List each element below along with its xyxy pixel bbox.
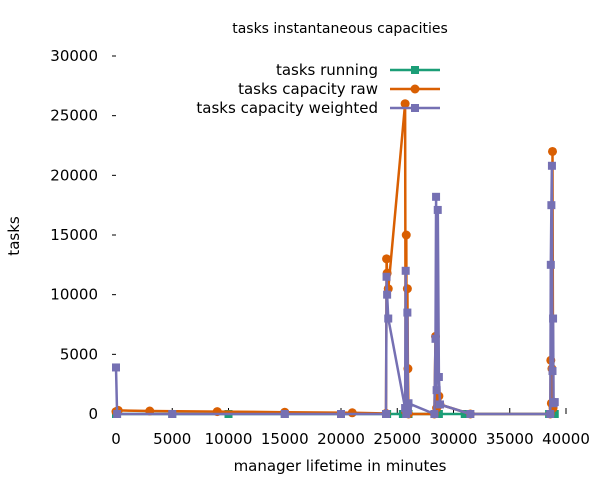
y-tick-label-0: 0	[88, 405, 98, 423]
series-2-point-25	[547, 201, 556, 210]
series-2-point-16	[431, 334, 440, 343]
x-tick-label-2: 10000	[205, 430, 253, 448]
legend-label-0: tasks running	[276, 61, 378, 79]
legend-marker-2	[411, 104, 419, 112]
legend-marker-1	[410, 84, 420, 94]
legend-marker-0	[411, 66, 419, 74]
legend-label-2: tasks capacity weighted	[196, 99, 378, 117]
x-axis-label: manager lifetime in minutes	[234, 457, 447, 475]
series-2-point-3	[280, 410, 289, 418]
series-line-1	[115, 102, 555, 416]
series-2-point-19	[433, 205, 442, 214]
series-2-point-7	[383, 290, 392, 299]
series-1-point-10	[400, 99, 410, 109]
series-2-point-21	[436, 400, 444, 409]
x-tick-label-8: 40000	[542, 430, 590, 448]
series-line-2	[114, 164, 556, 416]
chart-title: tasks instantaneous capacities	[232, 21, 448, 37]
y-tick-label-4: 20000	[50, 166, 98, 184]
y-tick-label-5: 25000	[50, 107, 98, 125]
series-2-point-5	[382, 410, 390, 418]
y-tick-label-2: 10000	[50, 286, 98, 304]
series-2-point-4	[337, 410, 345, 418]
y-axis-label: tasks	[5, 216, 23, 256]
series-2-point-10	[401, 266, 410, 275]
y-tick-label-6: 30000	[50, 47, 98, 65]
series-2	[112, 161, 559, 418]
series-2-point-14	[404, 399, 413, 408]
series-2-point-15	[430, 410, 439, 418]
series-2-point-0	[112, 363, 120, 372]
series-2-point-30	[550, 398, 559, 407]
series-2-point-27	[548, 367, 557, 376]
series-2-point-12	[403, 308, 412, 317]
x-tick-label-0: 0	[111, 430, 121, 448]
series-2-point-2	[168, 410, 177, 418]
y-tick-label-3: 15000	[50, 226, 98, 244]
series-1-point-7	[382, 254, 392, 264]
series-2-point-26	[547, 161, 556, 170]
series-1-point-14	[402, 284, 412, 294]
legend-label-1: tasks capacity raw	[238, 80, 378, 98]
series-1-point-12	[401, 230, 411, 240]
series-2-point-22	[466, 410, 475, 418]
x-tick-label-4: 20000	[317, 430, 365, 448]
x-tick-label-3: 15000	[261, 430, 309, 448]
series-2-point-18	[432, 386, 441, 395]
series-1-point-27	[548, 146, 557, 156]
series-2-point-13	[403, 406, 412, 415]
x-tick-label-7: 35000	[486, 430, 534, 448]
y-tick-label-1: 5000	[60, 345, 98, 363]
series-2-point-23	[546, 410, 555, 418]
series-2-point-1	[113, 410, 122, 418]
x-tick-label-5: 25000	[373, 430, 421, 448]
x-tick-label-1: 5000	[153, 430, 191, 448]
series-2-point-28	[549, 314, 558, 323]
series-2-point-8	[384, 314, 393, 323]
series-2-point-24	[546, 260, 555, 269]
series-0-point-12	[460, 410, 469, 418]
series-2-point-17	[432, 192, 441, 201]
series-2-point-6	[382, 272, 391, 281]
x-tick-label-6: 30000	[430, 430, 478, 448]
series-2-point-20	[434, 373, 443, 382]
series-1	[111, 99, 559, 419]
